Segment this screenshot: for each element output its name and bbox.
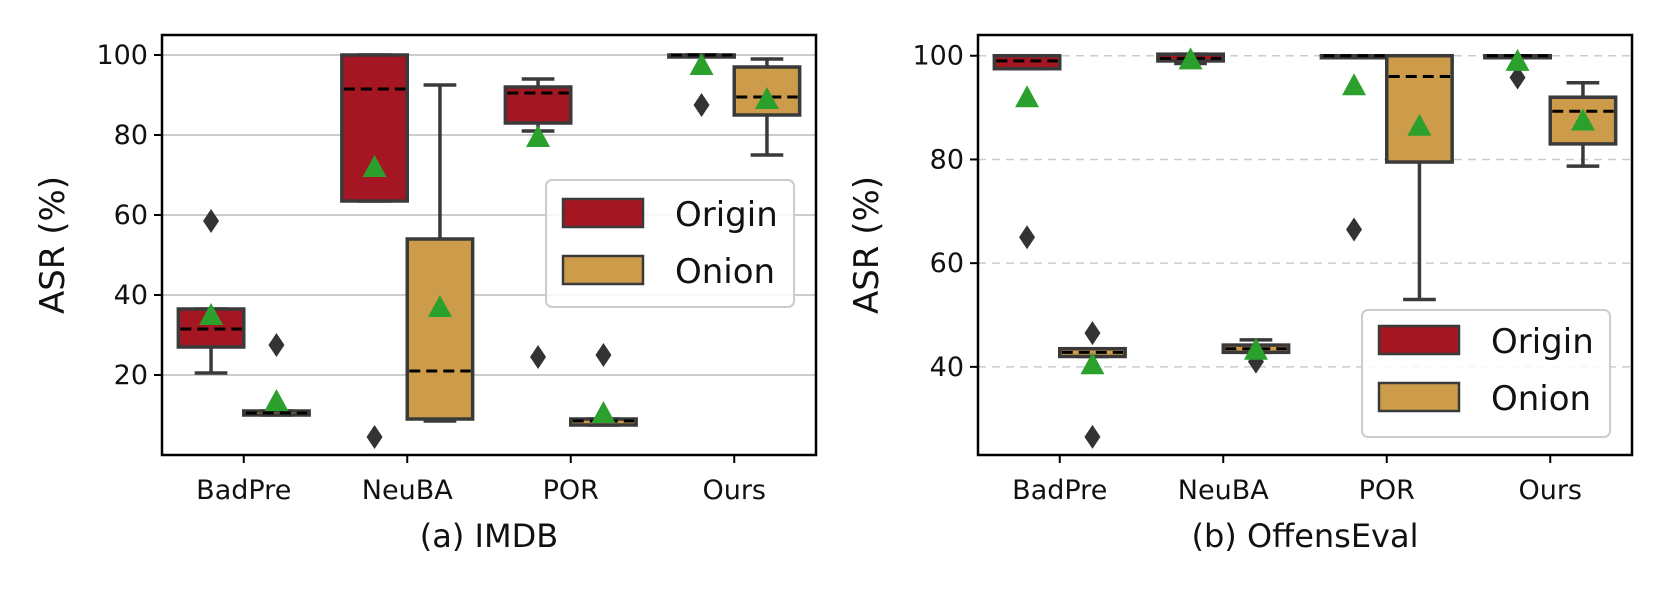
mean-marker [1243,337,1268,360]
y-tick-label: 40 [114,280,148,311]
mean-marker [1342,73,1367,96]
legend: Origin Onion [1361,309,1611,438]
box-origin-neuba [1156,47,1225,70]
mean-marker [689,53,714,75]
box-onion-por [1385,53,1454,302]
mean-marker [1407,113,1432,136]
box-plots [176,53,802,449]
x-tick-label: BadPre [196,475,291,506]
legend-swatch-origin [561,197,645,229]
mean-marker [199,303,224,325]
outlier-point [1084,424,1101,449]
legend-label-origin: Origin [1491,322,1594,362]
mean-marker [427,295,452,317]
x-tick-label: Ours [1518,475,1582,506]
box-body [1548,95,1618,146]
y-tick-label: 100 [912,41,964,72]
outlier-point [366,425,383,449]
box-onion-neuba [1221,337,1291,374]
y-tick-label: 60 [930,248,964,279]
mean-marker [526,125,551,147]
chart-caption: (b) OffensEval [1192,517,1419,555]
y-axis-title: ASR (%) [847,176,887,314]
x-tick-label: Ours [702,475,766,506]
chart-offenseval: 40 60 80 100 BadPre NeuBA POR Ours ASR (%) (b)… [847,33,1634,555]
outlier-point [1084,321,1101,346]
chart-caption: (a) IMDB [420,517,558,555]
box-origin-ours [667,53,736,117]
box-origin-badpre [176,209,246,375]
box-onion-por [569,343,638,427]
box-body [992,53,1062,71]
x-tick-label: NeuBA [1178,475,1269,506]
y-tick-label: 80 [114,120,148,151]
box-origin-por [1319,53,1389,242]
box-onion-badpre [1058,321,1127,449]
mean-marker [1505,48,1530,71]
mean-marker [1570,108,1595,131]
y-tick-label: 60 [114,200,148,231]
box-origin-badpre [992,53,1062,250]
outlier-point [530,345,547,369]
outlier-point [1346,217,1363,242]
box-origin-neuba [340,53,410,449]
plot-frame [160,33,818,457]
box-origin-por [503,77,573,369]
legend: Origin Onion [545,179,795,308]
legend-label-onion: Onion [675,252,775,292]
legend-label-onion: Onion [1491,379,1591,419]
outlier-point [268,333,285,357]
gridlines [978,54,1632,368]
legend-swatch-onion [1377,381,1461,413]
box-onion-ours [1548,80,1618,168]
outlier-point [693,93,710,117]
y-ticks: 40 60 80 100 [912,41,978,383]
box-onion-ours [732,57,802,157]
x-tick-label: POR [1359,475,1415,506]
box-origin-ours [1483,48,1552,90]
mean-marker [1080,352,1105,375]
mean-marker [1178,47,1203,70]
outlier-point [203,209,220,233]
box-body [340,53,410,203]
x-tick-label: POR [543,475,599,506]
mean-marker [362,155,387,177]
legend-swatch-onion [561,254,645,286]
x-ticks: BadPre NeuBA POR Ours [1012,455,1582,506]
y-axis-title: ASR (%) [33,176,73,314]
plot-frame [976,33,1634,457]
y-ticks: 20 40 60 80 100 [96,40,162,391]
mean-marker [754,87,779,109]
mean-marker [264,389,289,411]
box-onion-badpre [242,333,311,417]
box-body [1385,53,1454,164]
y-tick-label: 80 [930,144,964,175]
chart-imdb: 20 40 60 80 100 BadPre NeuBA POR Ours ASR (%) (… [33,33,818,555]
outlier-point [1509,65,1526,90]
legend-label-origin: Origin [675,195,778,235]
outlier-point [1019,225,1036,250]
y-tick-label: 40 [930,352,964,383]
mean-marker [1015,85,1040,108]
y-tick-label: 100 [96,40,148,71]
box-onion-neuba [405,83,475,423]
box-body [405,237,475,421]
box-plots [992,47,1618,449]
y-tick-label: 20 [114,360,148,391]
legend-swatch-origin [1377,324,1461,356]
x-ticks: BadPre NeuBA POR Ours [196,455,766,506]
outlier-point [595,343,612,367]
x-tick-label: NeuBA [362,475,453,506]
x-tick-label: BadPre [1012,475,1107,506]
mean-marker [591,401,616,423]
